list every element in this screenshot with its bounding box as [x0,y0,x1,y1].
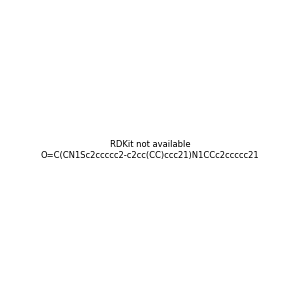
Text: RDKit not available
O=C(CN1Sc2ccccc2-c2cc(CC)ccc21)N1CCc2ccccc21: RDKit not available O=C(CN1Sc2ccccc2-c2c… [41,140,259,160]
